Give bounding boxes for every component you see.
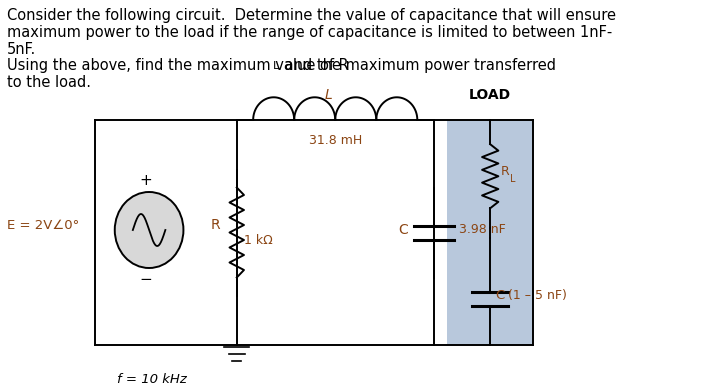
Text: LOAD: LOAD [469, 88, 511, 102]
Text: R: R [211, 218, 220, 232]
Text: maximum power to the load if the range of capacitance is limited to between 1nF-: maximum power to the load if the range o… [7, 25, 613, 40]
Text: C: C [399, 223, 409, 236]
Text: L: L [324, 88, 332, 102]
Circle shape [115, 192, 184, 268]
Text: 1 kΩ: 1 kΩ [244, 234, 273, 247]
Text: E = 2V∠0°: E = 2V∠0° [7, 218, 80, 232]
Text: 3.98 nF: 3.98 nF [459, 223, 505, 236]
Bar [448, 120, 533, 345]
Text: and the maximum power transferred: and the maximum power transferred [280, 58, 556, 73]
Text: Using the above, find the maximum value of R: Using the above, find the maximum value … [7, 58, 349, 73]
Text: +: + [139, 172, 152, 187]
Text: Consider the following circuit.  Determine the value of capacitance that will en: Consider the following circuit. Determin… [7, 8, 616, 23]
Text: 31.8 mH: 31.8 mH [309, 134, 362, 147]
Text: L: L [273, 61, 279, 71]
Text: f = 10 kHz: f = 10 kHz [117, 373, 187, 386]
Text: −: − [139, 272, 152, 287]
Text: L: L [510, 174, 515, 184]
Text: R: R [501, 165, 510, 178]
Text: C: C [496, 289, 505, 302]
Text: (1 – 5 nF): (1 – 5 nF) [508, 289, 567, 302]
Text: to the load.: to the load. [7, 75, 91, 90]
Text: 5nF.: 5nF. [7, 42, 37, 57]
